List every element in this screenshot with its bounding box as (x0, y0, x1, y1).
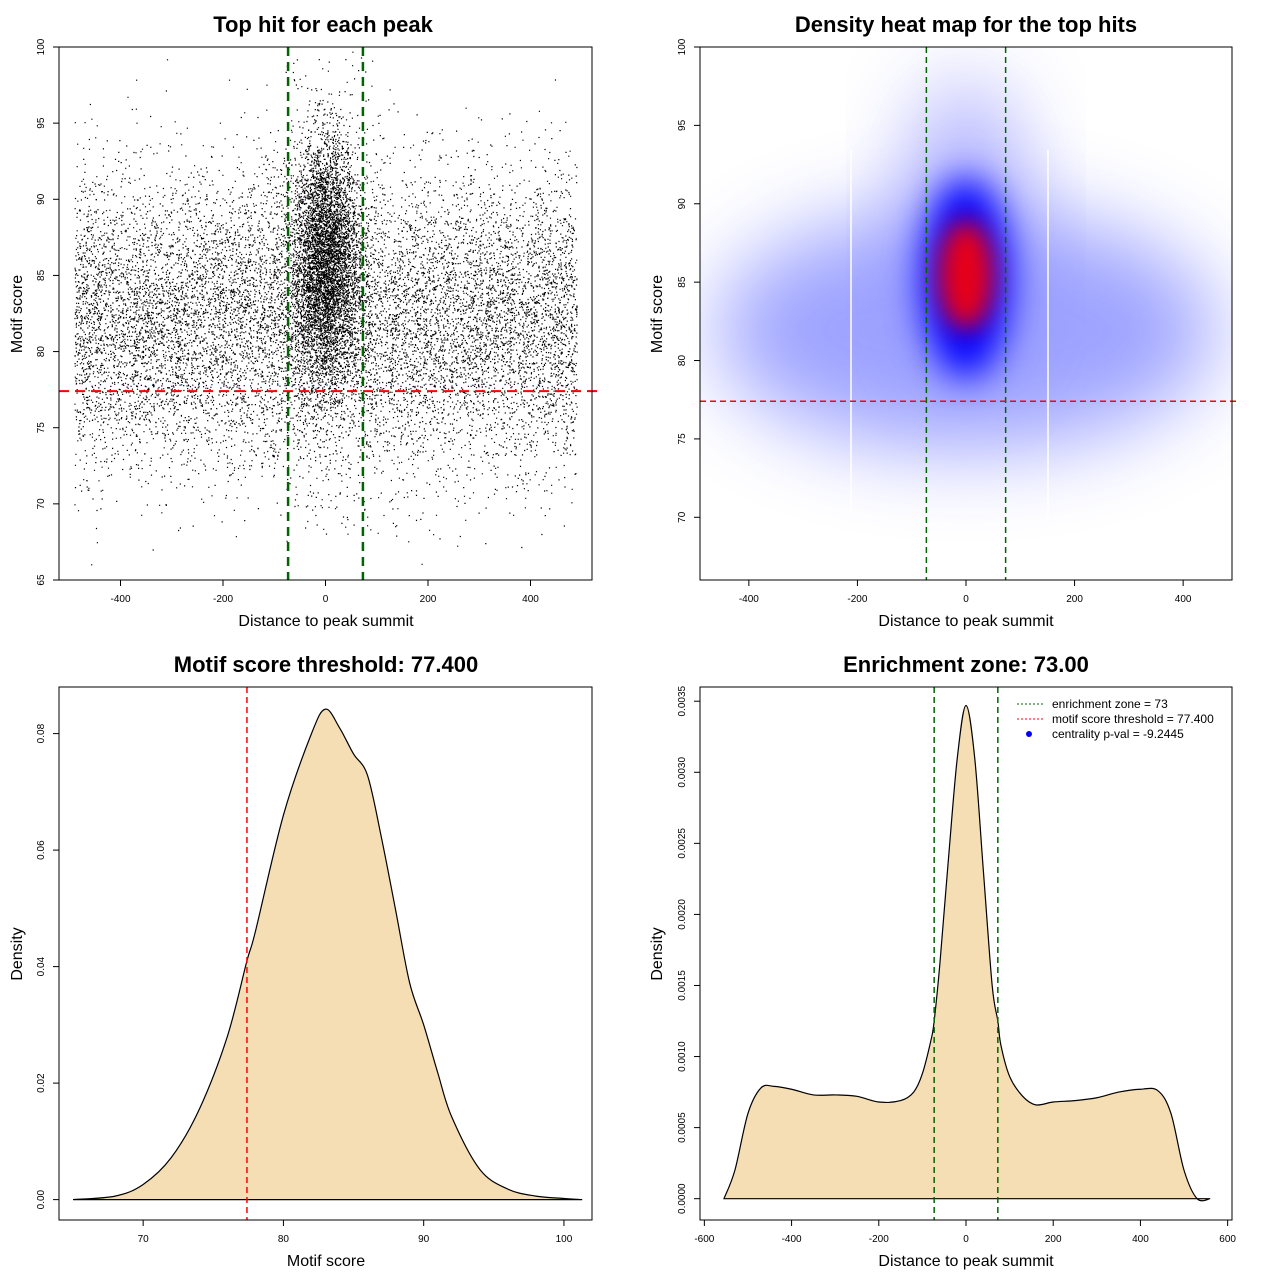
heatmap-y-tick-label: 100 (677, 38, 688, 55)
scatter-plot-frame (58, 46, 593, 581)
score-density-x-tick-label: 90 (418, 1234, 430, 1245)
scatter-panel: Top hit for each peak Distance to peak s… (9, 12, 600, 630)
enrichment-ticks: -600 -400 -200 0 200 400 600 0.0000 0.0005 0.0010… (677, 685, 1236, 1245)
enrichment-x-tick-label: 200 (1045, 1234, 1062, 1245)
heatmap-y-tick-label: 70 (677, 511, 688, 523)
scatter-x-tick-label: 0 (323, 594, 329, 605)
scatter-y-tick-label: 85 (36, 269, 47, 281)
scatter-x-tick-label: 200 (420, 594, 437, 605)
heatmap-x-tick-label: 400 (1175, 594, 1192, 605)
scatter-x-tick-label: 400 (522, 594, 539, 605)
enrichment-x-tick-label: 600 (1219, 1234, 1236, 1245)
enrichment-reference-lines (933, 687, 999, 1220)
scatter-reference-lines (59, 47, 600, 580)
scatter-point-cloud (74, 51, 578, 566)
legend-enrichment-label: enrichment zone = 73 (1052, 697, 1168, 711)
enrichment-x-tick-label: -400 (782, 1234, 802, 1245)
enrichment-y-tick-label: 0.0015 (677, 970, 688, 1001)
enrichment-x-tick-label: 400 (1132, 1234, 1149, 1245)
heatmap-reference-lines (700, 47, 1240, 580)
enrichment-title: Enrichment zone: 73.00 (843, 652, 1089, 677)
enrichment-x-tick-label: -600 (694, 1234, 714, 1245)
enrichment-x-tick-label: -200 (869, 1234, 889, 1245)
heatmap-y-tick-label: 75 (677, 433, 688, 445)
score-density-x-tick-label: 100 (556, 1234, 573, 1245)
score-density-y-tick-label: 0.00 (36, 1189, 47, 1209)
scatter-x-tick-label: -200 (213, 594, 233, 605)
legend-threshold-label: motif score threshold = 77.400 (1052, 712, 1214, 726)
enrichment-y-tick-label: 0.0030 (677, 757, 688, 788)
heatmap-y-tick-label: 90 (677, 198, 688, 210)
enrichment-y-tick-label: 0.0000 (677, 1183, 688, 1214)
heatmap-x-tick-label: 200 (1066, 594, 1083, 605)
enrichment-y-tick-label: 0.0025 (677, 828, 688, 859)
heatmap-y-label: Motif score (649, 275, 666, 353)
heatmap-title: Density heat map for the top hits (795, 12, 1137, 37)
scatter-title: Top hit for each peak (213, 12, 433, 37)
scatter-ticks: -400 -200 0 200 400 65 70 75 80 85 90 95 100 (36, 38, 539, 605)
heatmap-y-tick-label: 80 (677, 355, 688, 367)
enrichment-plot-frame (699, 686, 1233, 1221)
scatter-y-tick-label: 90 (36, 193, 47, 205)
score-density-plot-frame (58, 686, 593, 1221)
scatter-y-tick-label: 95 (36, 117, 47, 129)
score-density-x-label: Motif score (287, 1253, 365, 1270)
heatmap-y-tick-label: 85 (677, 276, 688, 288)
score-density-y-tick-label: 0.04 (36, 956, 47, 976)
score-density-x-tick-label: 80 (278, 1234, 290, 1245)
heatmap-density (700, 47, 1232, 580)
score-density-ticks: 70 80 90 100 0.00 0.02 0.04 0.06 0.08 (36, 723, 573, 1245)
scatter-x-label: Distance to peak summit (238, 613, 414, 630)
enrichment-panel: Enrichment zone: 73.00 Distance to peak … (649, 652, 1236, 1270)
score-density-y-tick-label: 0.06 (36, 840, 47, 860)
heatmap-x-tick-label: -200 (847, 594, 867, 605)
score-density-curve (72, 708, 583, 1201)
score-density-y-tick-label: 0.08 (36, 723, 47, 743)
score-density-y-tick-label: 0.02 (36, 1073, 47, 1093)
scatter-x-tick-label: -400 (110, 594, 130, 605)
scatter-y-tick-label: 75 (36, 422, 47, 434)
enrichment-y-tick-label: 0.0005 (677, 1112, 688, 1143)
legend-pval-label: centrality p-val = -9.2445 (1052, 727, 1184, 741)
heatmap-plot-frame (699, 46, 1233, 581)
scatter-y-tick-label: 65 (36, 574, 47, 586)
score-density-x-tick-label: 70 (138, 1234, 150, 1245)
enrichment-y-tick-label: 0.0010 (677, 1041, 688, 1072)
enrichment-x-tick-label: 0 (963, 1234, 969, 1245)
heatmap-y-tick-label: 95 (677, 119, 688, 131)
heatmap-x-tick-label: 0 (963, 594, 969, 605)
score-density-title: Motif score threshold: 77.400 (174, 652, 478, 677)
enrichment-y-label: Density (649, 927, 666, 980)
heatmap-panel: Density heat map for the top hits Distan… (649, 12, 1240, 630)
score-density-panel: Motif score threshold: 77.400 Motif scor… (9, 652, 593, 1270)
scatter-y-tick-label: 80 (36, 346, 47, 358)
heatmap-ticks: -400 -200 0 200 400 70 75 80 85 90 95 100 (677, 38, 1192, 605)
heatmap-x-tick-label: -400 (739, 594, 759, 605)
scatter-y-label: Motif score (9, 275, 26, 353)
enrichment-x-label: Distance to peak summit (878, 1253, 1054, 1270)
score-density-y-label: Density (9, 927, 26, 980)
scatter-y-tick-label: 100 (36, 38, 47, 55)
heatmap-x-label: Distance to peak summit (878, 613, 1054, 630)
enrichment-legend: enrichment zone = 73 motif score thresho… (1017, 697, 1214, 741)
enrichment-y-tick-label: 0.0035 (677, 685, 688, 716)
scatter-y-tick-label: 70 (36, 498, 47, 510)
enrichment-density-curve (723, 704, 1211, 1202)
legend-pval-dot (1026, 731, 1032, 737)
scatter-points (74, 51, 578, 566)
enrichment-y-tick-label: 0.0020 (677, 899, 688, 930)
